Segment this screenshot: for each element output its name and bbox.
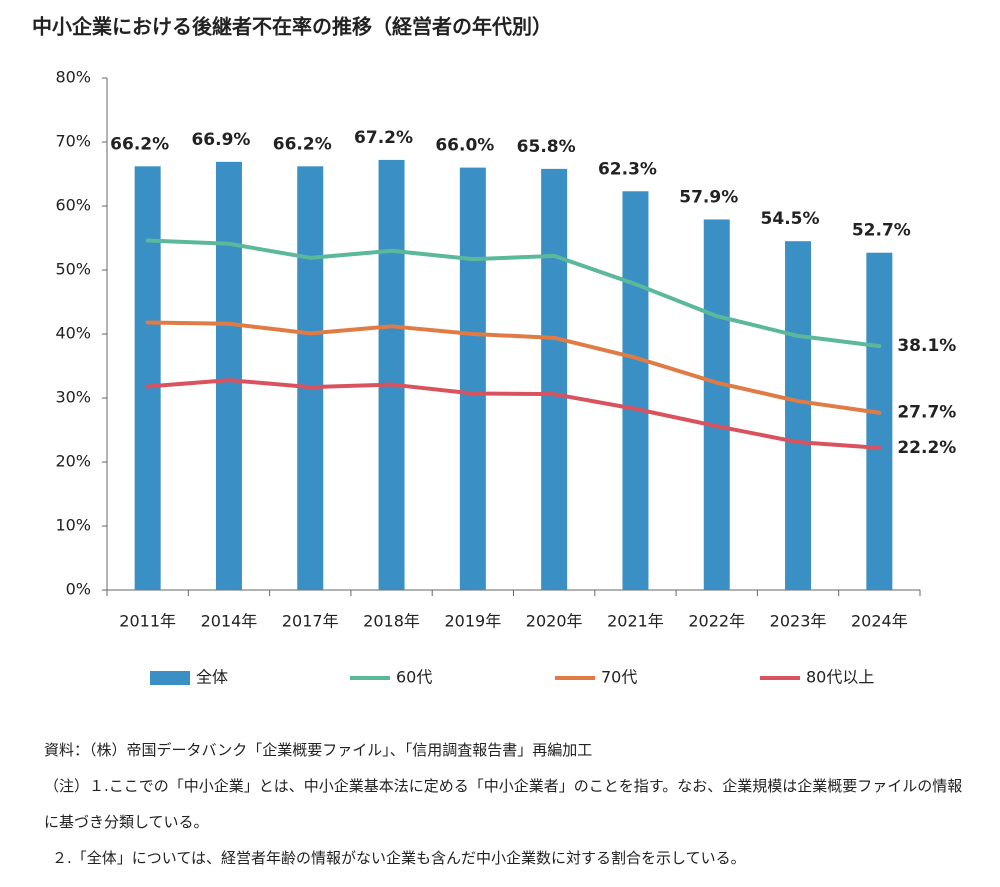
data-label: 67.2%: [354, 128, 413, 148]
x-tick-label: 2014年: [201, 612, 258, 631]
x-tick-label: 2021年: [607, 612, 664, 631]
bar: [297, 166, 324, 590]
chart-title: 中小企業における後継者不在率の推移（経営者の年代別）: [32, 15, 552, 39]
bar: [866, 252, 893, 590]
data-label: 65.8%: [517, 137, 576, 157]
y-tick-label: 30%: [55, 388, 91, 407]
source: 資料：（株）帝国データバンク「企業概要ファイル」、「信用調査報告書」再編加工: [44, 741, 593, 759]
line: [145, 238, 882, 349]
data-label: 27.7%: [897, 403, 956, 423]
data-label: 62.3%: [598, 159, 657, 179]
data-label: 66.0%: [435, 136, 494, 156]
y-tick-label: 60%: [55, 196, 91, 215]
bar: [459, 167, 486, 590]
chart: 中小企業における後継者不在率の推移（経営者の年代別） 0% 10% 20% 30% 40…: [32, 15, 956, 687]
legend-label: 全体: [196, 668, 228, 687]
bar: [541, 168, 568, 590]
bar: [215, 161, 242, 590]
data-label: 66.2%: [110, 134, 169, 154]
y-tick-label: 70%: [55, 132, 91, 151]
legend-label: 60代: [396, 668, 432, 687]
y-tick-label: 40%: [55, 324, 91, 343]
note: （注）１.ここでの「中小企業」とは、中小企業基本法に定める「中小企業者」のことを…: [44, 777, 963, 831]
line: [145, 378, 882, 450]
data-label: 22.2%: [897, 438, 956, 458]
x-tick-label: 2024年: [851, 612, 908, 631]
bar: [622, 191, 649, 590]
bar: [785, 241, 812, 590]
note: ２.「全体」については、経営者年齢の情報がない企業も含んだ中小企業数に対する割合…: [52, 849, 746, 867]
x-tick-label: 2017年: [282, 612, 339, 631]
x-tick-label: 2022年: [688, 612, 745, 631]
bar: [703, 219, 730, 590]
data-label: 66.9%: [191, 130, 250, 150]
data-label: 52.7%: [852, 221, 911, 241]
data-label: 38.1%: [897, 336, 956, 356]
y-tick-label: 20%: [55, 452, 91, 471]
y-tick-label: 0%: [66, 580, 91, 599]
legend-label: 70代: [601, 668, 637, 687]
data-label: 57.9%: [679, 187, 738, 207]
notes: 資料：（株）帝国データバンク「企業概要ファイル」、「信用調査報告書」再編加工 （…: [44, 732, 974, 876]
data-label: 54.5%: [761, 209, 820, 229]
bar: [134, 166, 161, 590]
y-tick-label: 50%: [55, 260, 91, 279]
line: [145, 320, 882, 415]
x-tick-label: 2018年: [363, 612, 420, 631]
x-tick-label: 2023年: [770, 612, 827, 631]
y-tick-label: 10%: [55, 516, 91, 535]
x-tick-label: 2011年: [119, 612, 176, 631]
bar: [378, 159, 405, 591]
x-tick-label: 2020年: [526, 612, 583, 631]
data-label: 66.2%: [273, 134, 332, 154]
legend-swatch: [150, 671, 190, 685]
x-tick-label: 2019年: [444, 612, 501, 631]
y-tick-label: 80%: [55, 68, 91, 87]
legend-label: 80代以上: [806, 668, 874, 687]
